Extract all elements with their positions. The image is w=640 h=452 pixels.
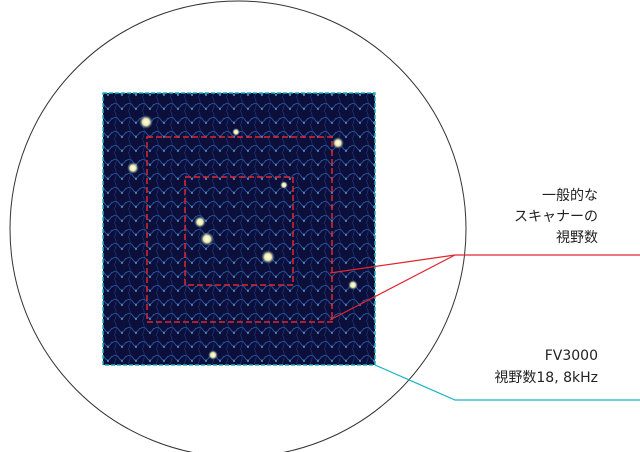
cell <box>332 137 344 149</box>
neuron-image <box>103 93 375 365</box>
fv3000-frame <box>102 92 376 366</box>
cell <box>200 232 214 246</box>
scanner-leader <box>329 254 640 274</box>
field-circle <box>9 0 467 452</box>
cell <box>194 216 206 228</box>
cell <box>232 128 240 136</box>
cell <box>280 181 288 189</box>
fv3000-leader <box>374 364 640 401</box>
scanner-label: スキャナーの <box>514 209 598 225</box>
scanner-frame-outer <box>146 136 333 323</box>
cell <box>348 280 358 290</box>
scanner-label: 一般的な <box>542 188 598 204</box>
scanner-label: 視野数 <box>556 230 598 246</box>
cell <box>261 250 275 264</box>
scanner-frame-inner <box>184 176 294 286</box>
cells <box>127 115 358 360</box>
fv3000-label: FV3000 <box>545 348 598 364</box>
fv3000-label: 視野数18, 8kHz <box>494 370 598 386</box>
scanner-leader <box>329 254 456 321</box>
cell <box>127 162 139 174</box>
cell <box>139 115 153 129</box>
cell <box>208 350 218 360</box>
